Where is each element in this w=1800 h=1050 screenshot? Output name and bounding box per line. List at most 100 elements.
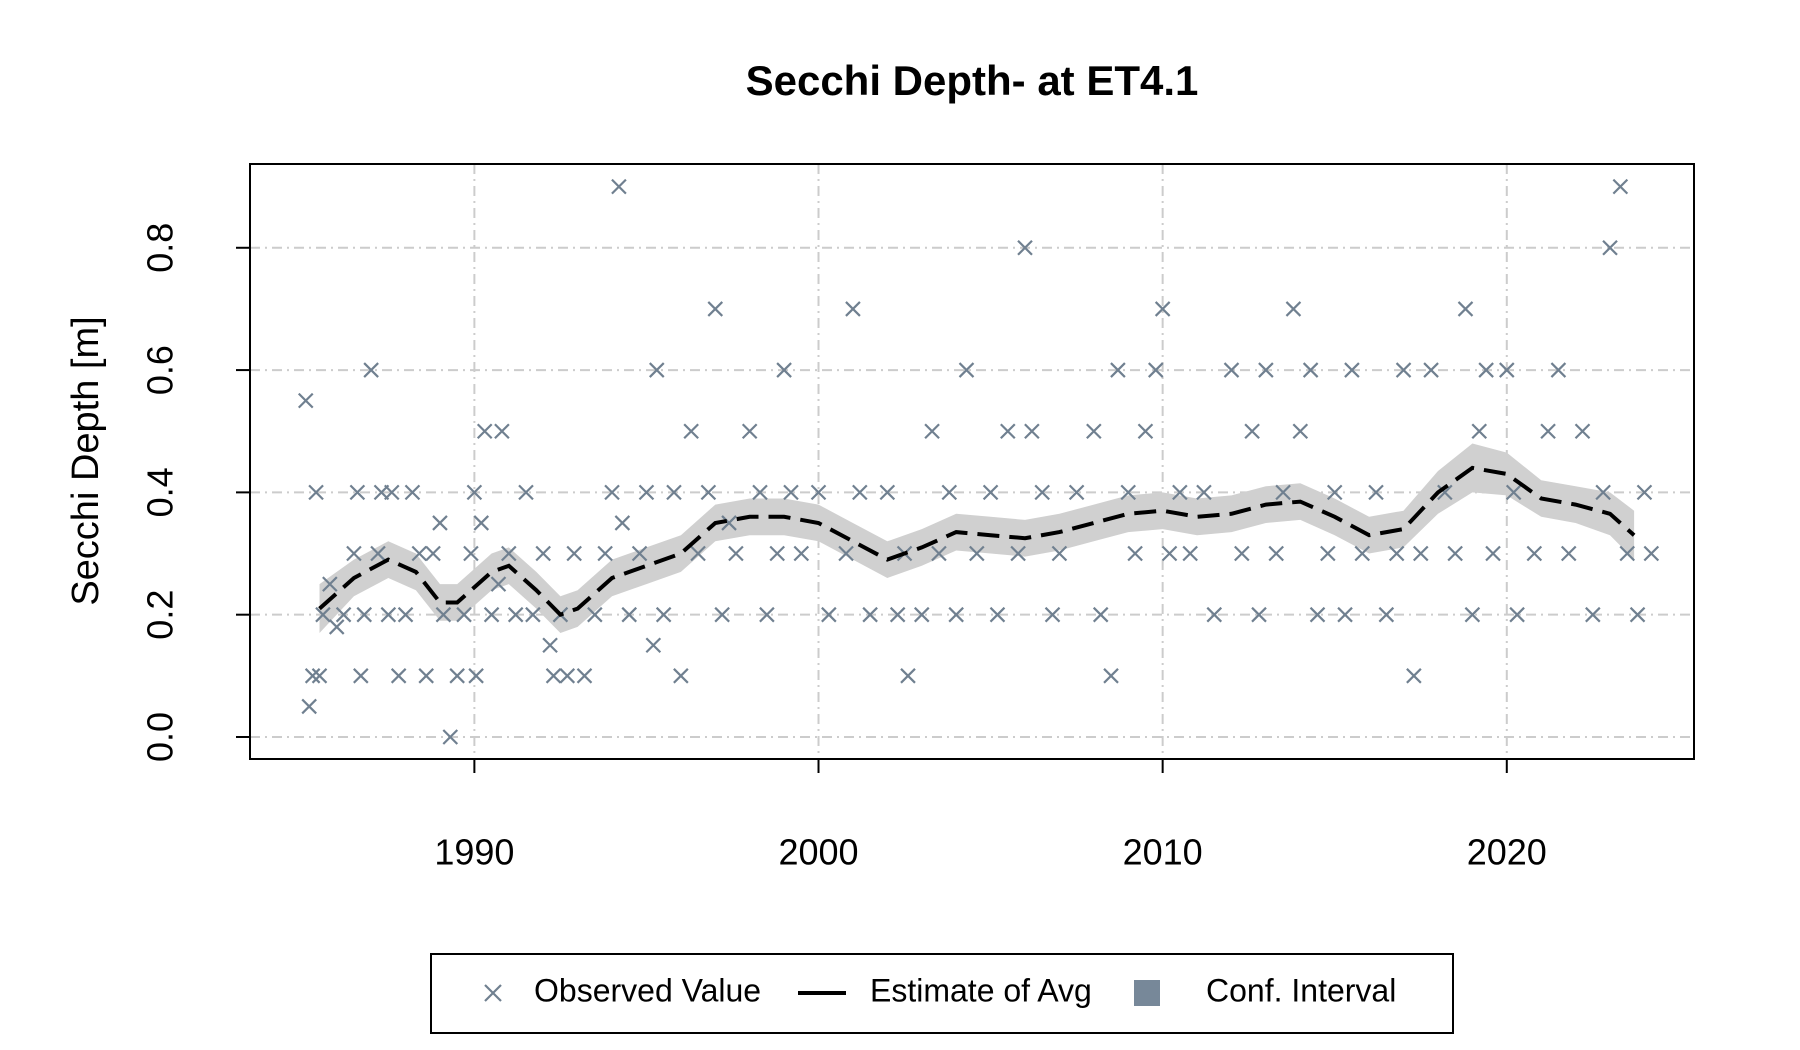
observed-point	[559, 668, 576, 684]
observed-point	[363, 362, 379, 378]
observed-point	[1258, 362, 1274, 378]
observed-point	[1471, 423, 1488, 440]
observed-point	[1182, 545, 1198, 562]
observed-point	[752, 484, 768, 501]
observed-point	[507, 606, 524, 623]
observed-point	[1526, 545, 1543, 562]
observed-point	[1000, 423, 1016, 440]
observed-point	[1509, 606, 1525, 623]
observed-point	[335, 606, 352, 623]
x-tick-label: 1990	[434, 832, 514, 873]
legend-label: Observed Value	[534, 972, 761, 1008]
observed-point	[545, 668, 562, 684]
observed-point	[645, 637, 662, 654]
plot-frame	[249, 163, 1695, 760]
observed-point	[969, 545, 985, 562]
observed-point	[1103, 668, 1119, 684]
observed-point	[1196, 484, 1212, 501]
observed-point	[889, 606, 906, 623]
observed-point	[1051, 545, 1068, 562]
observed-point	[1320, 545, 1336, 562]
y-tick-label: 0.6	[140, 345, 181, 395]
observed-point	[328, 619, 345, 635]
observed-point	[1602, 239, 1618, 256]
observed-point	[1292, 423, 1309, 440]
observed-point	[1251, 606, 1267, 623]
observed-point	[1560, 545, 1577, 562]
observed-point	[776, 362, 792, 378]
observed-point	[1550, 362, 1567, 378]
observed-point	[683, 423, 699, 440]
observed-point	[728, 545, 744, 562]
observed-point	[1337, 606, 1353, 623]
observed-point	[1092, 606, 1109, 623]
observed-point	[315, 606, 331, 623]
observed-point	[648, 362, 665, 378]
observed-point	[900, 668, 916, 684]
observed-point	[707, 301, 724, 317]
observed-point	[1354, 545, 1371, 562]
observed-point	[1378, 606, 1395, 623]
observed-point	[1437, 484, 1453, 501]
observed-point	[1619, 545, 1636, 562]
observed-point	[982, 484, 999, 501]
observed-point	[476, 423, 493, 440]
observed-point	[1344, 362, 1360, 378]
observed-point	[1137, 423, 1154, 440]
observed-point	[535, 545, 551, 562]
observed-point	[931, 545, 947, 562]
observed-point	[1017, 239, 1033, 256]
observed-point	[353, 668, 369, 684]
observed-point	[435, 606, 452, 623]
observed-point	[566, 545, 582, 562]
observed-point	[346, 545, 362, 562]
observed-point	[638, 484, 655, 501]
confidence-band	[319, 443, 1635, 633]
observed-point	[384, 484, 400, 501]
observed-point	[655, 606, 672, 623]
observed-point	[411, 545, 428, 562]
y-tick-label: 0.0	[140, 712, 181, 762]
observed-point	[604, 484, 620, 501]
observed-point	[1244, 423, 1260, 440]
observed-point	[297, 392, 314, 409]
observed-point	[518, 484, 534, 501]
observed-point	[666, 484, 682, 501]
observed-point	[700, 484, 717, 501]
observed-point	[1147, 362, 1164, 378]
observed-point	[1268, 545, 1284, 562]
observed-point	[501, 545, 517, 562]
observed-point	[483, 606, 500, 623]
observed-point	[1086, 423, 1102, 440]
observed-point	[449, 668, 465, 684]
observed-point	[1302, 362, 1319, 378]
observed-point	[821, 606, 837, 623]
observed-point	[490, 576, 507, 592]
observed-point	[941, 484, 958, 501]
legend-label: Estimate of Avg	[870, 972, 1092, 1008]
y-tick-label: 0.8	[140, 223, 181, 273]
observed-point	[913, 606, 930, 623]
observed-point	[432, 515, 448, 531]
observed-point	[1120, 484, 1137, 501]
observed-point	[852, 484, 868, 501]
observed-point	[838, 545, 854, 562]
observed-point	[1406, 668, 1422, 684]
observed-point	[1368, 484, 1384, 501]
observed-point	[1423, 362, 1439, 378]
observed-point	[466, 484, 483, 501]
y-tick-label: 0.4	[140, 467, 181, 517]
observed-point	[721, 515, 737, 531]
observed-point	[1206, 606, 1223, 623]
observed-point	[1412, 545, 1429, 562]
observed-point	[673, 668, 689, 684]
observed-point	[576, 668, 593, 684]
observed-point	[769, 545, 785, 562]
observed-point	[494, 423, 510, 440]
observed-point	[442, 729, 459, 745]
chart-title: Secchi Depth- at ET4.1	[746, 57, 1199, 104]
x-tick-label: 2000	[778, 832, 858, 873]
observed-point	[793, 545, 810, 562]
observed-point	[1161, 545, 1178, 562]
observed-point	[456, 606, 472, 623]
